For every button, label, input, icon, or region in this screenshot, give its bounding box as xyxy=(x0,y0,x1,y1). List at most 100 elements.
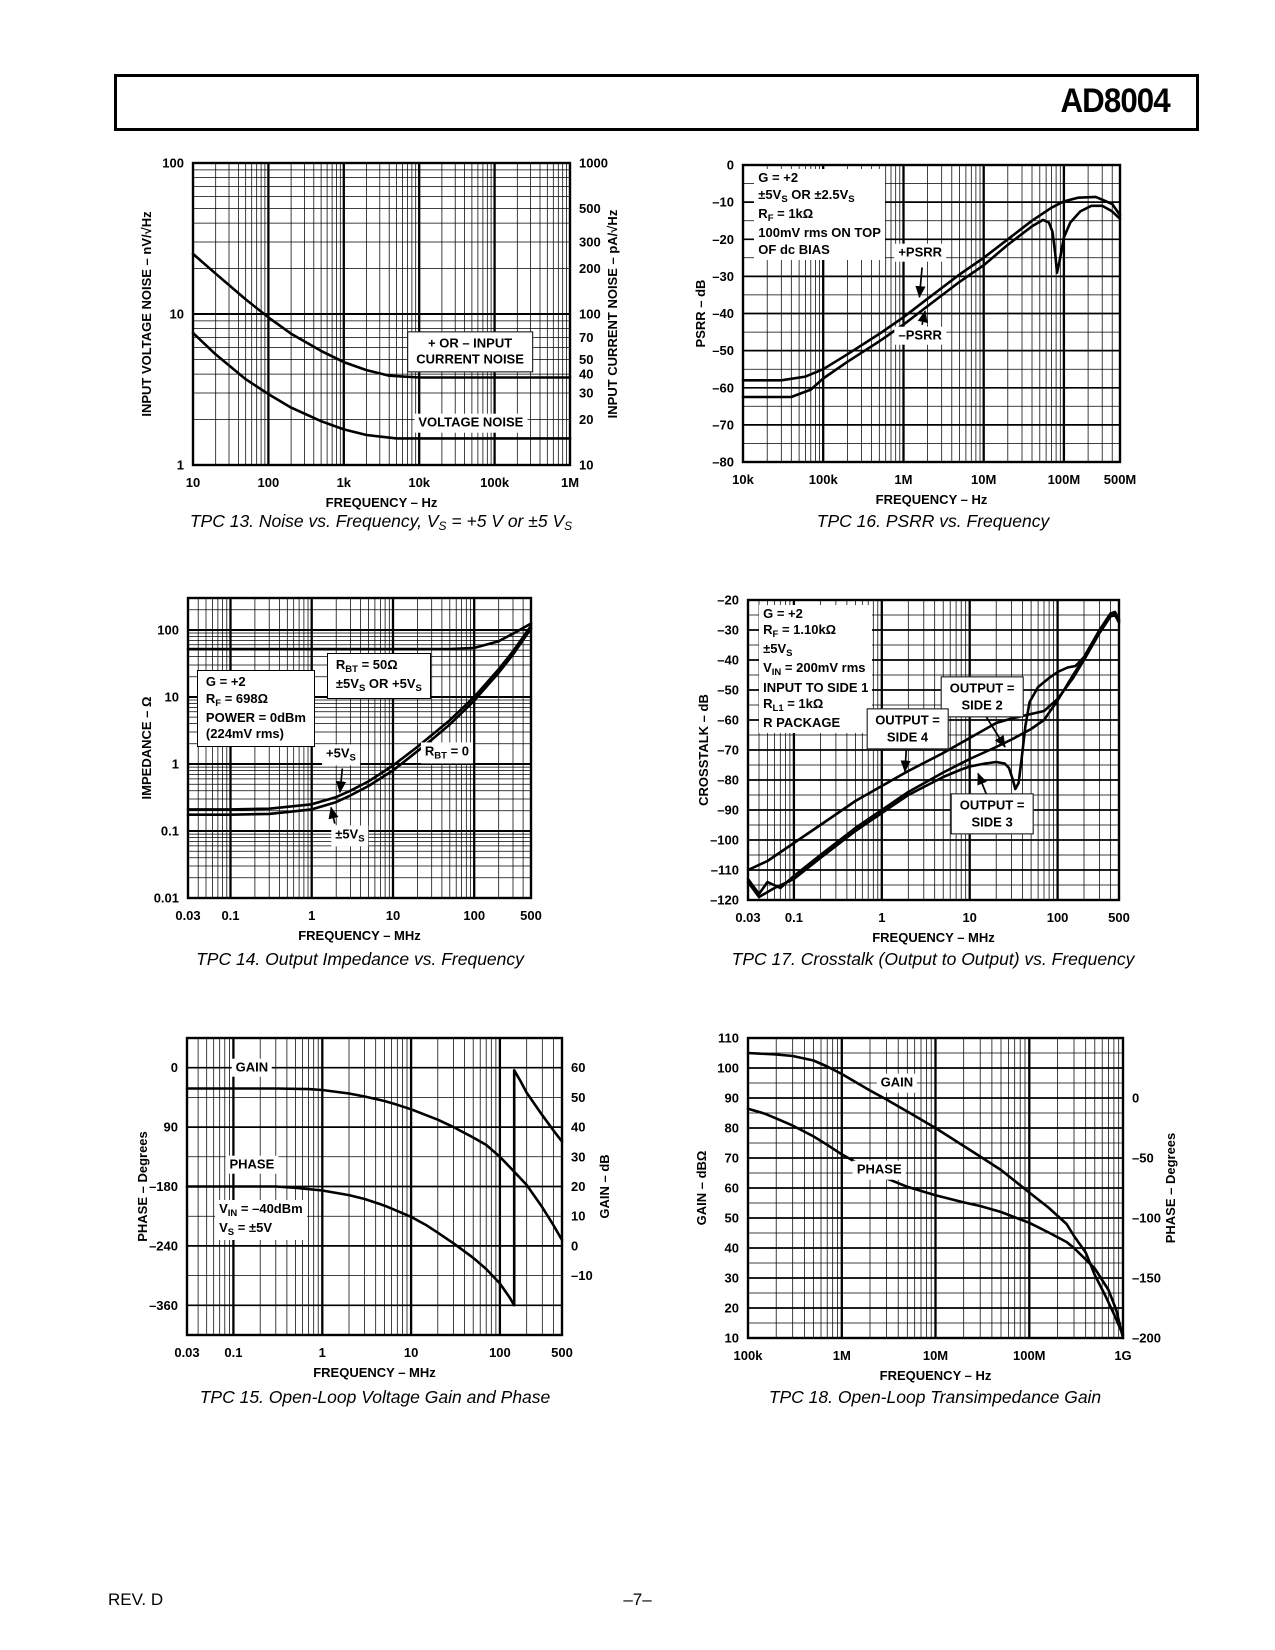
svg-text:–150: –150 xyxy=(1132,1271,1161,1286)
svg-text:60: 60 xyxy=(571,1060,585,1075)
svg-text:–240: –240 xyxy=(149,1238,178,1253)
svg-text:500: 500 xyxy=(551,1345,573,1360)
svg-text:0.03: 0.03 xyxy=(174,1345,199,1360)
svg-text:FREQUENCY – Hz: FREQUENCY – Hz xyxy=(326,495,438,510)
svg-text:FREQUENCY – Hz: FREQUENCY – Hz xyxy=(880,1368,992,1383)
chart-annotation: PHASE xyxy=(852,1160,906,1180)
svg-text:–20: –20 xyxy=(717,593,739,608)
svg-text:10: 10 xyxy=(725,1331,739,1346)
svg-text:40: 40 xyxy=(571,1120,585,1135)
svg-text:1M: 1M xyxy=(561,475,579,490)
svg-text:200: 200 xyxy=(579,261,601,276)
chart-annotation: RBT = 0 xyxy=(420,742,474,764)
svg-text:300: 300 xyxy=(579,234,601,249)
svg-text:30: 30 xyxy=(725,1271,739,1286)
caption-tpc-14: TPC 14. Output Impedance vs. Frequency xyxy=(196,949,524,969)
svg-text:–100: –100 xyxy=(710,833,739,848)
series-rbt---0--+5vs xyxy=(186,624,533,811)
svg-text:GAIN – dB: GAIN – dB xyxy=(597,1154,612,1218)
svg-text:10: 10 xyxy=(579,458,593,473)
svg-text:FREQUENCY – MHz: FREQUENCY – MHz xyxy=(313,1365,436,1380)
svg-text:20: 20 xyxy=(571,1179,585,1194)
series-rbt---50- xyxy=(186,622,533,651)
svg-text:10k: 10k xyxy=(408,475,430,490)
chart-annotation: G = +2 ±5VS OR ±2.5VS RF = 1kΩ 100mV rms ON… xyxy=(754,169,885,260)
chart-annotation: +PSRR xyxy=(894,243,947,262)
series-gain xyxy=(185,1087,564,1242)
svg-text:100: 100 xyxy=(157,622,179,637)
svg-text:IMPEDANCE – Ω: IMPEDANCE – Ω xyxy=(139,697,154,800)
svg-text:90: 90 xyxy=(725,1091,739,1106)
caption-tpc-18: TPC 18. Open-Loop Transimpedance Gain xyxy=(768,1387,1102,1407)
svg-text:10M: 10M xyxy=(971,472,996,487)
svg-text:FREQUENCY – Hz: FREQUENCY – Hz xyxy=(876,492,988,507)
chart-annotation: –PSRR xyxy=(894,326,946,346)
plot-svg: 0.03 0.1 1 10 100 500 FREQUENCY – MHz 100 10 1 0.1… xyxy=(139,596,542,943)
svg-text:–80: –80 xyxy=(717,773,739,788)
svg-text:40: 40 xyxy=(579,367,593,382)
svg-text:0: 0 xyxy=(571,1238,578,1253)
series-phase xyxy=(746,1107,1125,1340)
chart-annotation: OUTPUT = SIDE 2 xyxy=(940,676,1024,718)
caption-tpc-17: TPC 17. Crosstalk (Output to Output) vs.… xyxy=(731,949,1135,969)
svg-text:1000: 1000 xyxy=(579,156,608,171)
chart-annotation: PHASE xyxy=(225,1155,279,1175)
svg-text:100k: 100k xyxy=(734,1348,764,1363)
svg-text:100: 100 xyxy=(162,156,184,171)
svg-text:–30: –30 xyxy=(712,269,734,284)
svg-text:100: 100 xyxy=(579,307,601,322)
caption-tpc-15: TPC 15. Open-Loop Voltage Gain and Phase xyxy=(199,1387,551,1407)
header-box: AD8004 xyxy=(114,74,1199,131)
svg-text:0.01: 0.01 xyxy=(154,891,179,906)
svg-text:–180: –180 xyxy=(149,1179,178,1194)
svg-text:50: 50 xyxy=(725,1211,739,1226)
caption-tpc-16: TPC 16. PSRR vs. Frequency xyxy=(816,511,1050,531)
svg-text:500M: 500M xyxy=(1104,472,1137,487)
svg-text:–200: –200 xyxy=(1132,1331,1161,1346)
svg-text:10M: 10M xyxy=(923,1348,948,1363)
svg-text:500: 500 xyxy=(579,201,601,216)
svg-text:–10: –10 xyxy=(571,1268,593,1283)
svg-text:0.1: 0.1 xyxy=(221,908,239,923)
svg-text:INPUT VOLTAGE NOISE – nV/√Hz: INPUT VOLTAGE NOISE – nV/√Hz xyxy=(139,211,154,417)
svg-text:100M: 100M xyxy=(1013,1348,1046,1363)
svg-text:–60: –60 xyxy=(717,713,739,728)
svg-text:1k: 1k xyxy=(337,475,352,490)
svg-text:60: 60 xyxy=(725,1181,739,1196)
svg-text:1: 1 xyxy=(319,1345,326,1360)
series-+psrr xyxy=(741,195,1122,382)
chart-annotation: G = +2 RF = 1.10kΩ ±5VS VIN = 200mV rms INPU… xyxy=(759,604,873,733)
svg-text:–360: –360 xyxy=(149,1298,178,1313)
svg-text:–70: –70 xyxy=(712,417,734,432)
chart-annotation: GAIN xyxy=(231,1058,273,1077)
svg-text:1G: 1G xyxy=(1114,1348,1131,1363)
svg-text:10: 10 xyxy=(571,1209,585,1224)
svg-text:–20: –20 xyxy=(712,232,734,247)
svg-text:100M: 100M xyxy=(1048,472,1081,487)
svg-text:–90: –90 xyxy=(717,803,739,818)
series-voltage-noise xyxy=(191,331,572,440)
series-+-or-–-input-current-noise xyxy=(191,252,572,379)
svg-text:–40: –40 xyxy=(712,306,734,321)
svg-text:PHASE – Degrees: PHASE – Degrees xyxy=(135,1131,150,1242)
svg-text:100: 100 xyxy=(463,908,485,923)
svg-text:10: 10 xyxy=(165,689,179,704)
svg-text:INPUT CURRENT NOISE – pA/√Hz: INPUT CURRENT NOISE – pA/√Hz xyxy=(605,209,620,418)
svg-text:500: 500 xyxy=(1108,910,1130,925)
svg-text:0.1: 0.1 xyxy=(785,910,803,925)
svg-text:110: 110 xyxy=(718,1031,739,1046)
svg-text:–100: –100 xyxy=(1132,1211,1161,1226)
footer-revision: REV. D xyxy=(108,1590,164,1609)
chart-annotation: OUTPUT = SIDE 4 xyxy=(866,708,949,750)
svg-text:0.03: 0.03 xyxy=(735,910,760,925)
svg-text:0: 0 xyxy=(171,1060,178,1075)
chart-annotation: VIN = –40dBm VS = ±5V xyxy=(215,1199,307,1241)
chart-tpc-16-psrr-vs-frequency: 10k 100k 1M 10M 100M 500M FREQUENCY – Hz 0 –10 –2… xyxy=(675,148,1195,515)
svg-text:40: 40 xyxy=(725,1241,739,1256)
svg-text:100: 100 xyxy=(717,1061,739,1076)
svg-text:100k: 100k xyxy=(480,475,510,490)
caption-tpc-13: TPC 13. Noise vs. Frequency, VS = +5 V o… xyxy=(189,511,573,533)
chart-annotation: +5VS xyxy=(322,744,360,766)
